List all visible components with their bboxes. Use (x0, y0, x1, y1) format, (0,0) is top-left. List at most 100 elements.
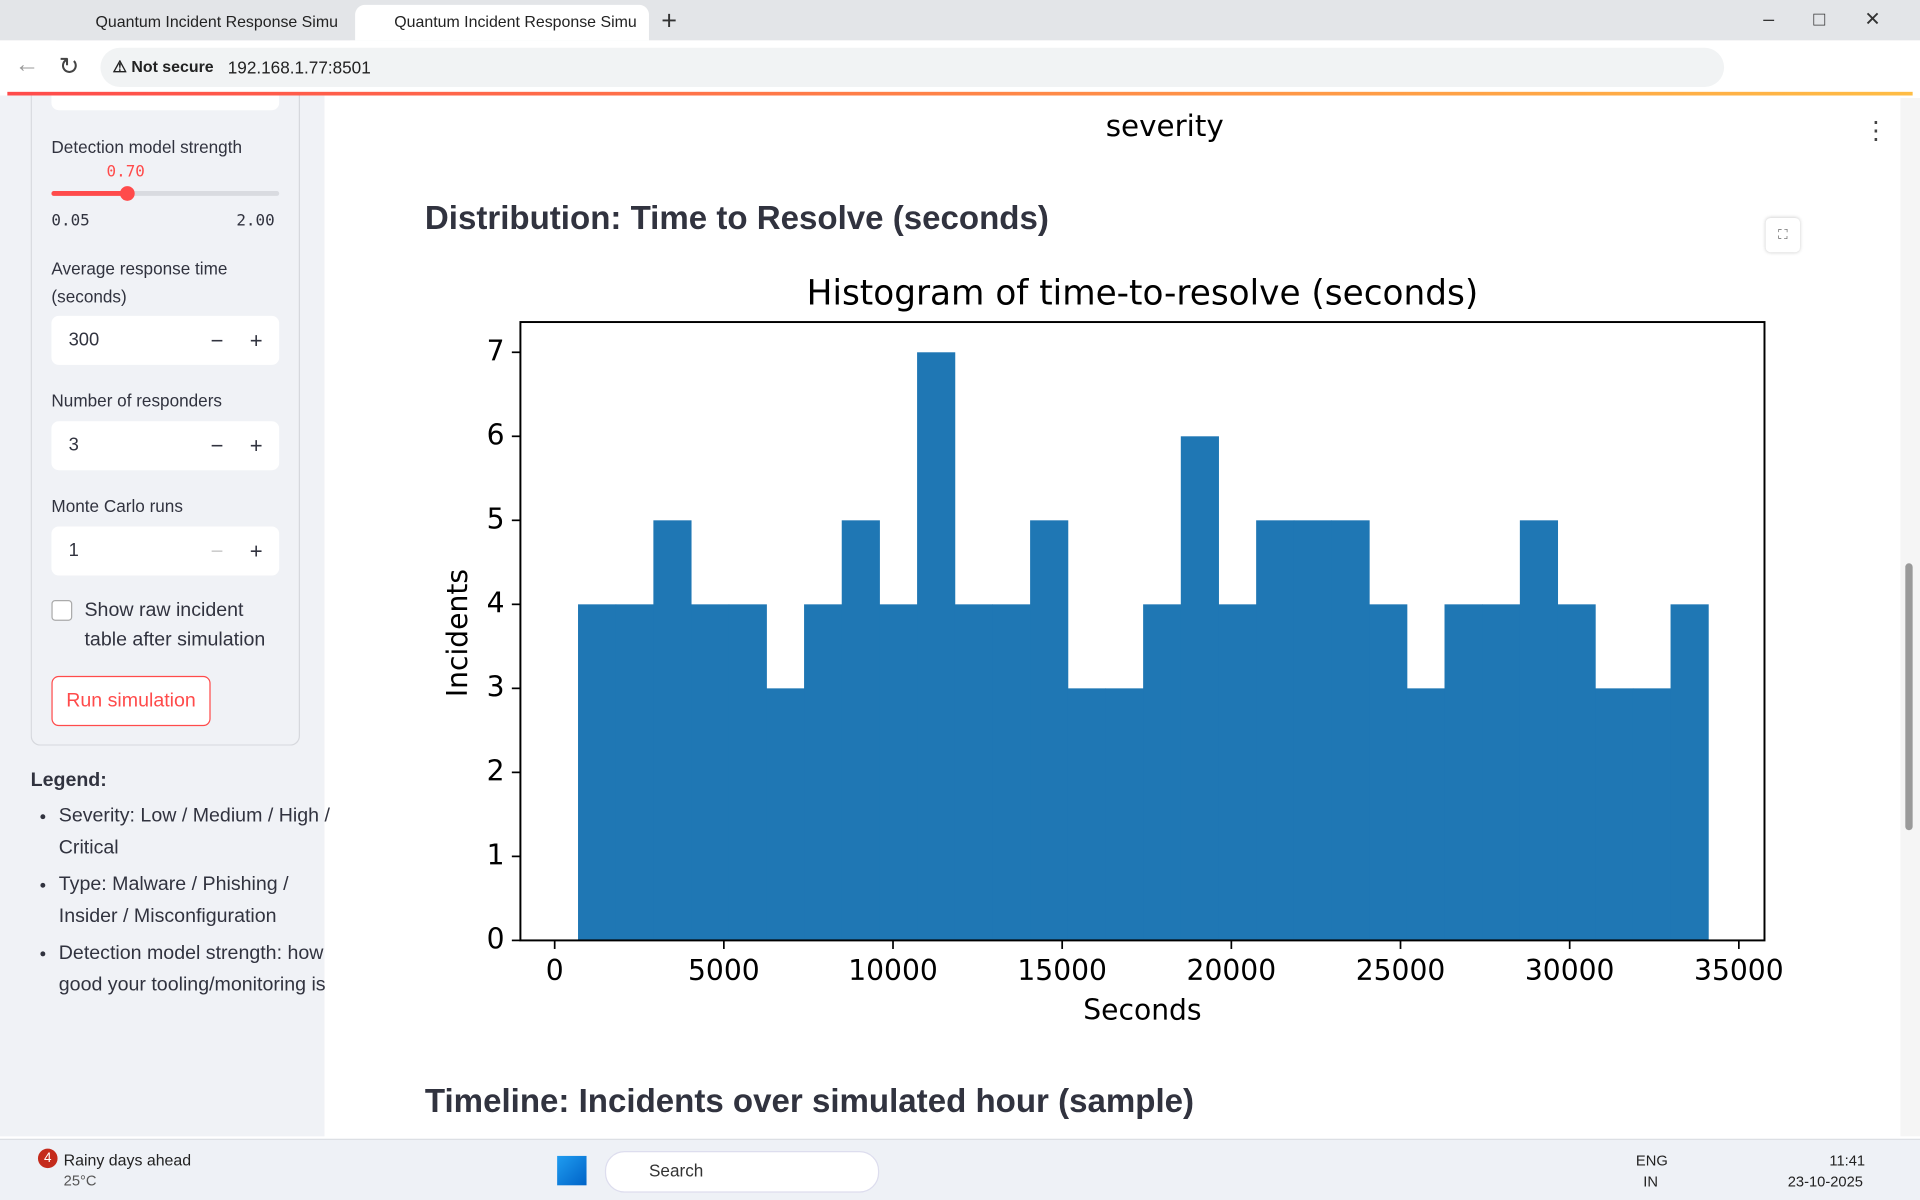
input-value: 3 (68, 434, 79, 456)
x-tick-label: 20000 (1187, 954, 1277, 987)
bar (1143, 604, 1182, 941)
reload-button[interactable]: ↻ (58, 53, 80, 81)
bar (1369, 604, 1408, 941)
slider-label: Detection model strength (51, 137, 243, 157)
active-tab[interactable]: Quantum Incident Response Simu (355, 4, 649, 41)
search-box[interactable] (604, 1151, 880, 1193)
y-tick-label: 1 (487, 838, 505, 871)
x-tick-label: 30000 (1525, 954, 1615, 987)
y-tick-label: 0 (487, 922, 505, 955)
slider-value: 0.70 (106, 162, 145, 182)
weather-badge: 4 (37, 1148, 58, 1169)
bar (1331, 520, 1370, 941)
bar (917, 352, 956, 941)
bar (1595, 688, 1634, 941)
input-label: Monte Carlo runs (51, 495, 183, 516)
menu-button[interactable]: ⋮ (1863, 117, 1889, 145)
section-title: Timeline: Incidents over simulated hour … (424, 1082, 1195, 1120)
bar (1030, 520, 1069, 941)
input-value: 300 (68, 329, 100, 351)
section-title: Distribution: Time to Resolve (seconds) (424, 199, 1049, 237)
temperature[interactable]: 25°C (63, 1171, 97, 1189)
x-tick-label: 35000 (1694, 954, 1784, 987)
x-tick-label: 0 (546, 954, 564, 987)
settings-form (30, 95, 301, 746)
input-value: 1 (68, 540, 79, 561)
number-input[interactable]: 1− + (51, 526, 280, 576)
bar (1444, 604, 1483, 941)
new-tab[interactable]: + (661, 4, 677, 36)
bar (954, 604, 993, 941)
slider-track[interactable] (51, 191, 280, 196)
checkbox-label[interactable]: Show raw incident table after simulation (84, 600, 266, 651)
bar (804, 604, 843, 941)
x-tick-label: 25000 (1356, 954, 1446, 987)
legend-list: Severity: Low / Medium / High / Critical… (10, 801, 331, 1002)
slider-thumb[interactable] (120, 186, 135, 201)
bar (1067, 688, 1106, 941)
bar (1632, 688, 1672, 941)
x-tick-label: 10000 (848, 954, 938, 987)
clock-date[interactable]: 23-10-2025 (1787, 1173, 1863, 1191)
bar (1293, 520, 1332, 941)
legend-item: Detection model strength: how good your … (59, 938, 331, 1002)
decoration-bar (7, 91, 1913, 96)
checkbox[interactable] (51, 600, 73, 621)
security-text: Not secure (131, 57, 214, 76)
x-tick-label: 15000 (1017, 954, 1107, 987)
bar (653, 520, 692, 941)
y-tick-label: 5 (487, 502, 505, 535)
bar (1180, 436, 1219, 941)
bar (766, 688, 805, 941)
start-button[interactable] (557, 1155, 587, 1186)
number-input[interactable]: 3− + (51, 421, 280, 471)
bar (1557, 604, 1596, 941)
bar (1218, 604, 1257, 941)
plot-frame (519, 321, 1766, 942)
bar (879, 604, 918, 941)
region[interactable]: IN (1643, 1173, 1658, 1191)
run-button[interactable]: Run simulation (51, 675, 211, 727)
y-tick-label: 4 (487, 586, 505, 619)
y-axis-label: Incidents (441, 569, 474, 697)
input-label: Average response time (seconds) (51, 258, 228, 307)
bar (615, 604, 654, 941)
bar (578, 604, 617, 941)
bar (992, 604, 1031, 941)
address-bar[interactable] (100, 47, 1725, 87)
clock-time[interactable]: 11:41 (1829, 1152, 1866, 1170)
scrollbar-thumb[interactable] (1905, 563, 1913, 831)
input-edge (51, 95, 280, 111)
tab[interactable]: Quantum Incident Response Simu (56, 4, 351, 41)
y-tick-label: 2 (487, 754, 505, 787)
bar (728, 604, 767, 941)
bar (1406, 688, 1446, 941)
bar (1670, 604, 1709, 941)
slider-min: 0.05 (51, 211, 90, 231)
x-tick-label: 5000 (688, 954, 760, 987)
y-tick-label: 7 (487, 334, 505, 367)
fullscreen-button[interactable]: ⛶ (1765, 217, 1800, 253)
bar (1482, 604, 1521, 941)
url[interactable]: 192.168.1.77:8501 (227, 57, 371, 78)
legend-item: Severity: Low / Medium / High / Critical (59, 801, 331, 865)
legend-title: Legend: (30, 770, 107, 792)
bar (841, 520, 880, 941)
bar (1256, 520, 1295, 941)
input-label: Number of responders (51, 390, 222, 411)
number-input[interactable]: 300− + (51, 315, 280, 365)
back-button[interactable]: ← (14, 51, 40, 79)
window-controls[interactable]: –□✕ (1763, 9, 1920, 31)
previous-axis-label: severity (1105, 108, 1224, 144)
taskbar (0, 1138, 1920, 1200)
search-text: Search (648, 1160, 704, 1181)
bar (691, 604, 730, 941)
x-axis-label: Seconds (1083, 993, 1201, 1026)
weather-text[interactable]: Rainy days ahead (63, 1151, 192, 1170)
language[interactable]: ENG (1635, 1152, 1668, 1170)
security-indicator[interactable]: ⚠ Not secure (112, 57, 214, 76)
legend-item: Type: Malware / Phishing / Insider / Mis… (59, 869, 331, 933)
